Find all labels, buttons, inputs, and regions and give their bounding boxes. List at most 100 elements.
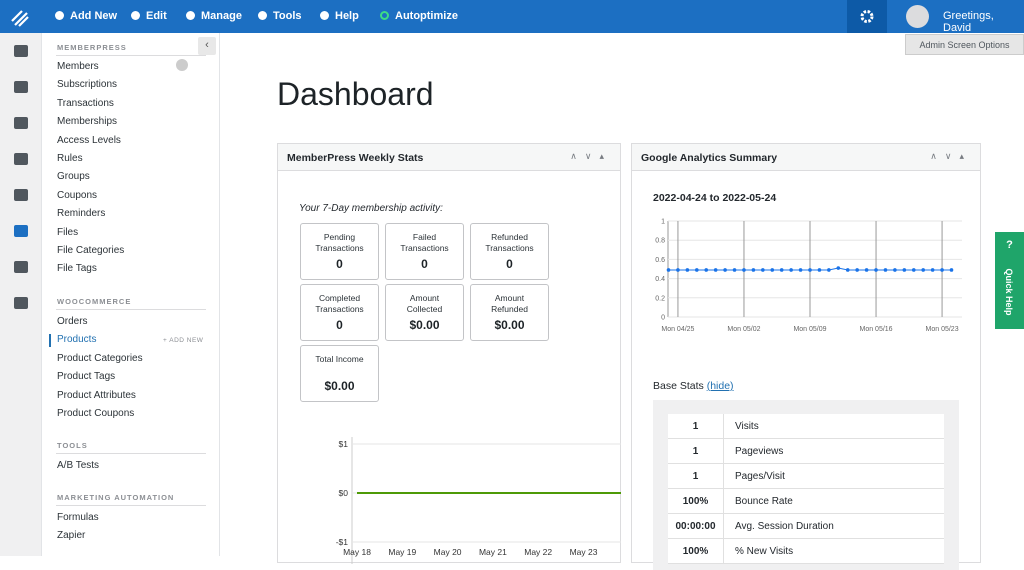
menu-link[interactable]: Groups (57, 171, 90, 183)
data-point (893, 268, 897, 272)
stat-box: Refunded Transactions 0 (470, 223, 549, 280)
y-tick-label: 1 (661, 219, 665, 226)
data-point (921, 268, 925, 272)
menu-icon[interactable] (14, 45, 28, 57)
stat-value: $0.00 (409, 318, 440, 332)
menu-icon[interactable] (14, 117, 28, 129)
menu-link[interactable]: Memberships (57, 116, 118, 128)
data-point (798, 268, 803, 272)
data-point (723, 268, 727, 272)
menu-link[interactable]: Product Coupons (57, 408, 135, 419)
menu-item[interactable]: Tools (273, 10, 302, 22)
data-point (883, 268, 888, 272)
widget-controls[interactable]: ∧∨▴ (570, 151, 612, 161)
avatar (906, 5, 929, 28)
data-point (808, 268, 812, 272)
analytics-chart: 0 0.2 0.4 0.6 0.8 1 Mon 04/25 Mon 05/02 Mon 05/0… (655, 219, 962, 333)
menu-link[interactable]: Zapier (57, 530, 86, 542)
stat-value: 0 (336, 318, 343, 332)
x-tick-label: Mon 05/09 (793, 326, 826, 333)
menu-item[interactable]: Edit (146, 10, 167, 22)
section-divider (56, 453, 206, 454)
stats-label: Visits (735, 421, 759, 432)
y-tick-label: 0.2 (655, 295, 665, 302)
collapse-button[interactable]: ‹ (198, 37, 216, 55)
data-point (836, 266, 841, 270)
menu-item[interactable]: Manage (201, 10, 242, 22)
data-point (817, 268, 822, 272)
menu-link[interactable]: Reminders (57, 208, 106, 220)
menu-link[interactable]: Formulas (57, 512, 99, 523)
widget-title: Google Analytics Summary (632, 144, 980, 171)
quick-help-tab[interactable]: ? Quick Help (995, 232, 1024, 329)
stats-divider (723, 439, 724, 464)
menu-icon (320, 11, 329, 20)
menu-link[interactable]: Product Categories (57, 352, 143, 364)
menu-item[interactable]: Help (335, 10, 359, 22)
menu-link[interactable]: Access Levels (57, 134, 121, 146)
logo (11, 10, 29, 27)
menu-link[interactable]: A/B Tests (57, 460, 100, 471)
section-heading: MARKETING AUTOMATION (57, 493, 175, 502)
stats-value: 1 (692, 446, 699, 457)
y-tick-label: $0 (339, 488, 349, 498)
menu-link[interactable]: Members (57, 61, 99, 72)
hide-link[interactable]: (hide) (706, 380, 734, 392)
screen-options[interactable]: Admin Screen Options (905, 34, 1024, 55)
stats-label: % New Visits (735, 546, 794, 557)
menu-link[interactable]: Orders (57, 316, 88, 327)
menu-link[interactable]: Files (57, 226, 79, 238)
data-point (940, 268, 944, 272)
menu-link[interactable]: Product Attributes (57, 389, 136, 401)
data-point (676, 268, 680, 272)
x-tick-label: Mon 04/25 (661, 326, 694, 333)
menu-link[interactable]: Rules (57, 153, 83, 164)
sidebar: ‹ MEMBERPRESS Members Subscriptions Transac… (42, 33, 220, 556)
stats-divider (723, 464, 724, 489)
data-point (949, 268, 954, 272)
widget-controls[interactable]: ∧∨▴ (930, 151, 972, 161)
date-range: 2022-04-24 to 2022-05-24 (653, 192, 777, 204)
menu-link[interactable]: Subscriptions (57, 79, 118, 91)
menu-icon[interactable] (14, 261, 28, 273)
stat-value: 0 (336, 257, 343, 271)
stat-box: Amount Refunded $0.00 (470, 284, 549, 341)
add-new-link[interactable]: + ADD NEW (163, 337, 204, 345)
stats-value: 00:00:00 (675, 521, 716, 532)
menu-icon[interactable] (14, 189, 28, 201)
menu-link[interactable]: File Tags (57, 263, 97, 275)
help-icon[interactable] (176, 59, 188, 71)
settings-button[interactable] (847, 0, 887, 33)
menu-icon[interactable] (14, 225, 28, 237)
data-point (742, 268, 746, 272)
stat-box: Pending Transactions 0 (300, 223, 379, 280)
stat-label: Pending Transactions (315, 232, 364, 253)
menu-icon[interactable] (14, 297, 28, 309)
stats-value: 1 (692, 471, 699, 482)
stats-label: Avg. Session Duration (735, 521, 834, 532)
stats-row: 1 Pageviews (668, 439, 944, 464)
menu-link[interactable]: File Categories (57, 245, 125, 256)
data-point (845, 268, 850, 272)
stats-divider (723, 414, 724, 439)
menu-item[interactable]: Autoptimize (395, 10, 458, 22)
menu-link[interactable]: Products (57, 334, 97, 346)
data-point (713, 268, 718, 272)
menu-link[interactable]: Product Tags (57, 371, 116, 383)
section-heading: MEMBERPRESS (57, 43, 127, 52)
menu-link[interactable]: Transactions (57, 97, 114, 109)
menu-link[interactable]: Coupons (57, 189, 98, 201)
x-tick-label: May 23 (570, 547, 598, 557)
data-point (751, 268, 756, 272)
stat-value: $0.00 (324, 379, 355, 393)
data-point (855, 268, 859, 272)
menu-icon[interactable] (14, 153, 28, 165)
data-point (874, 268, 878, 272)
stats-label: Pageviews (735, 446, 784, 457)
stat-box: Failed Transactions 0 (385, 223, 464, 280)
menu-icon[interactable] (14, 81, 28, 93)
stat-label: Completed Transactions (315, 293, 364, 314)
menu-item[interactable]: Add New (70, 10, 118, 22)
greeting[interactable]: Greetings, David (943, 10, 994, 34)
